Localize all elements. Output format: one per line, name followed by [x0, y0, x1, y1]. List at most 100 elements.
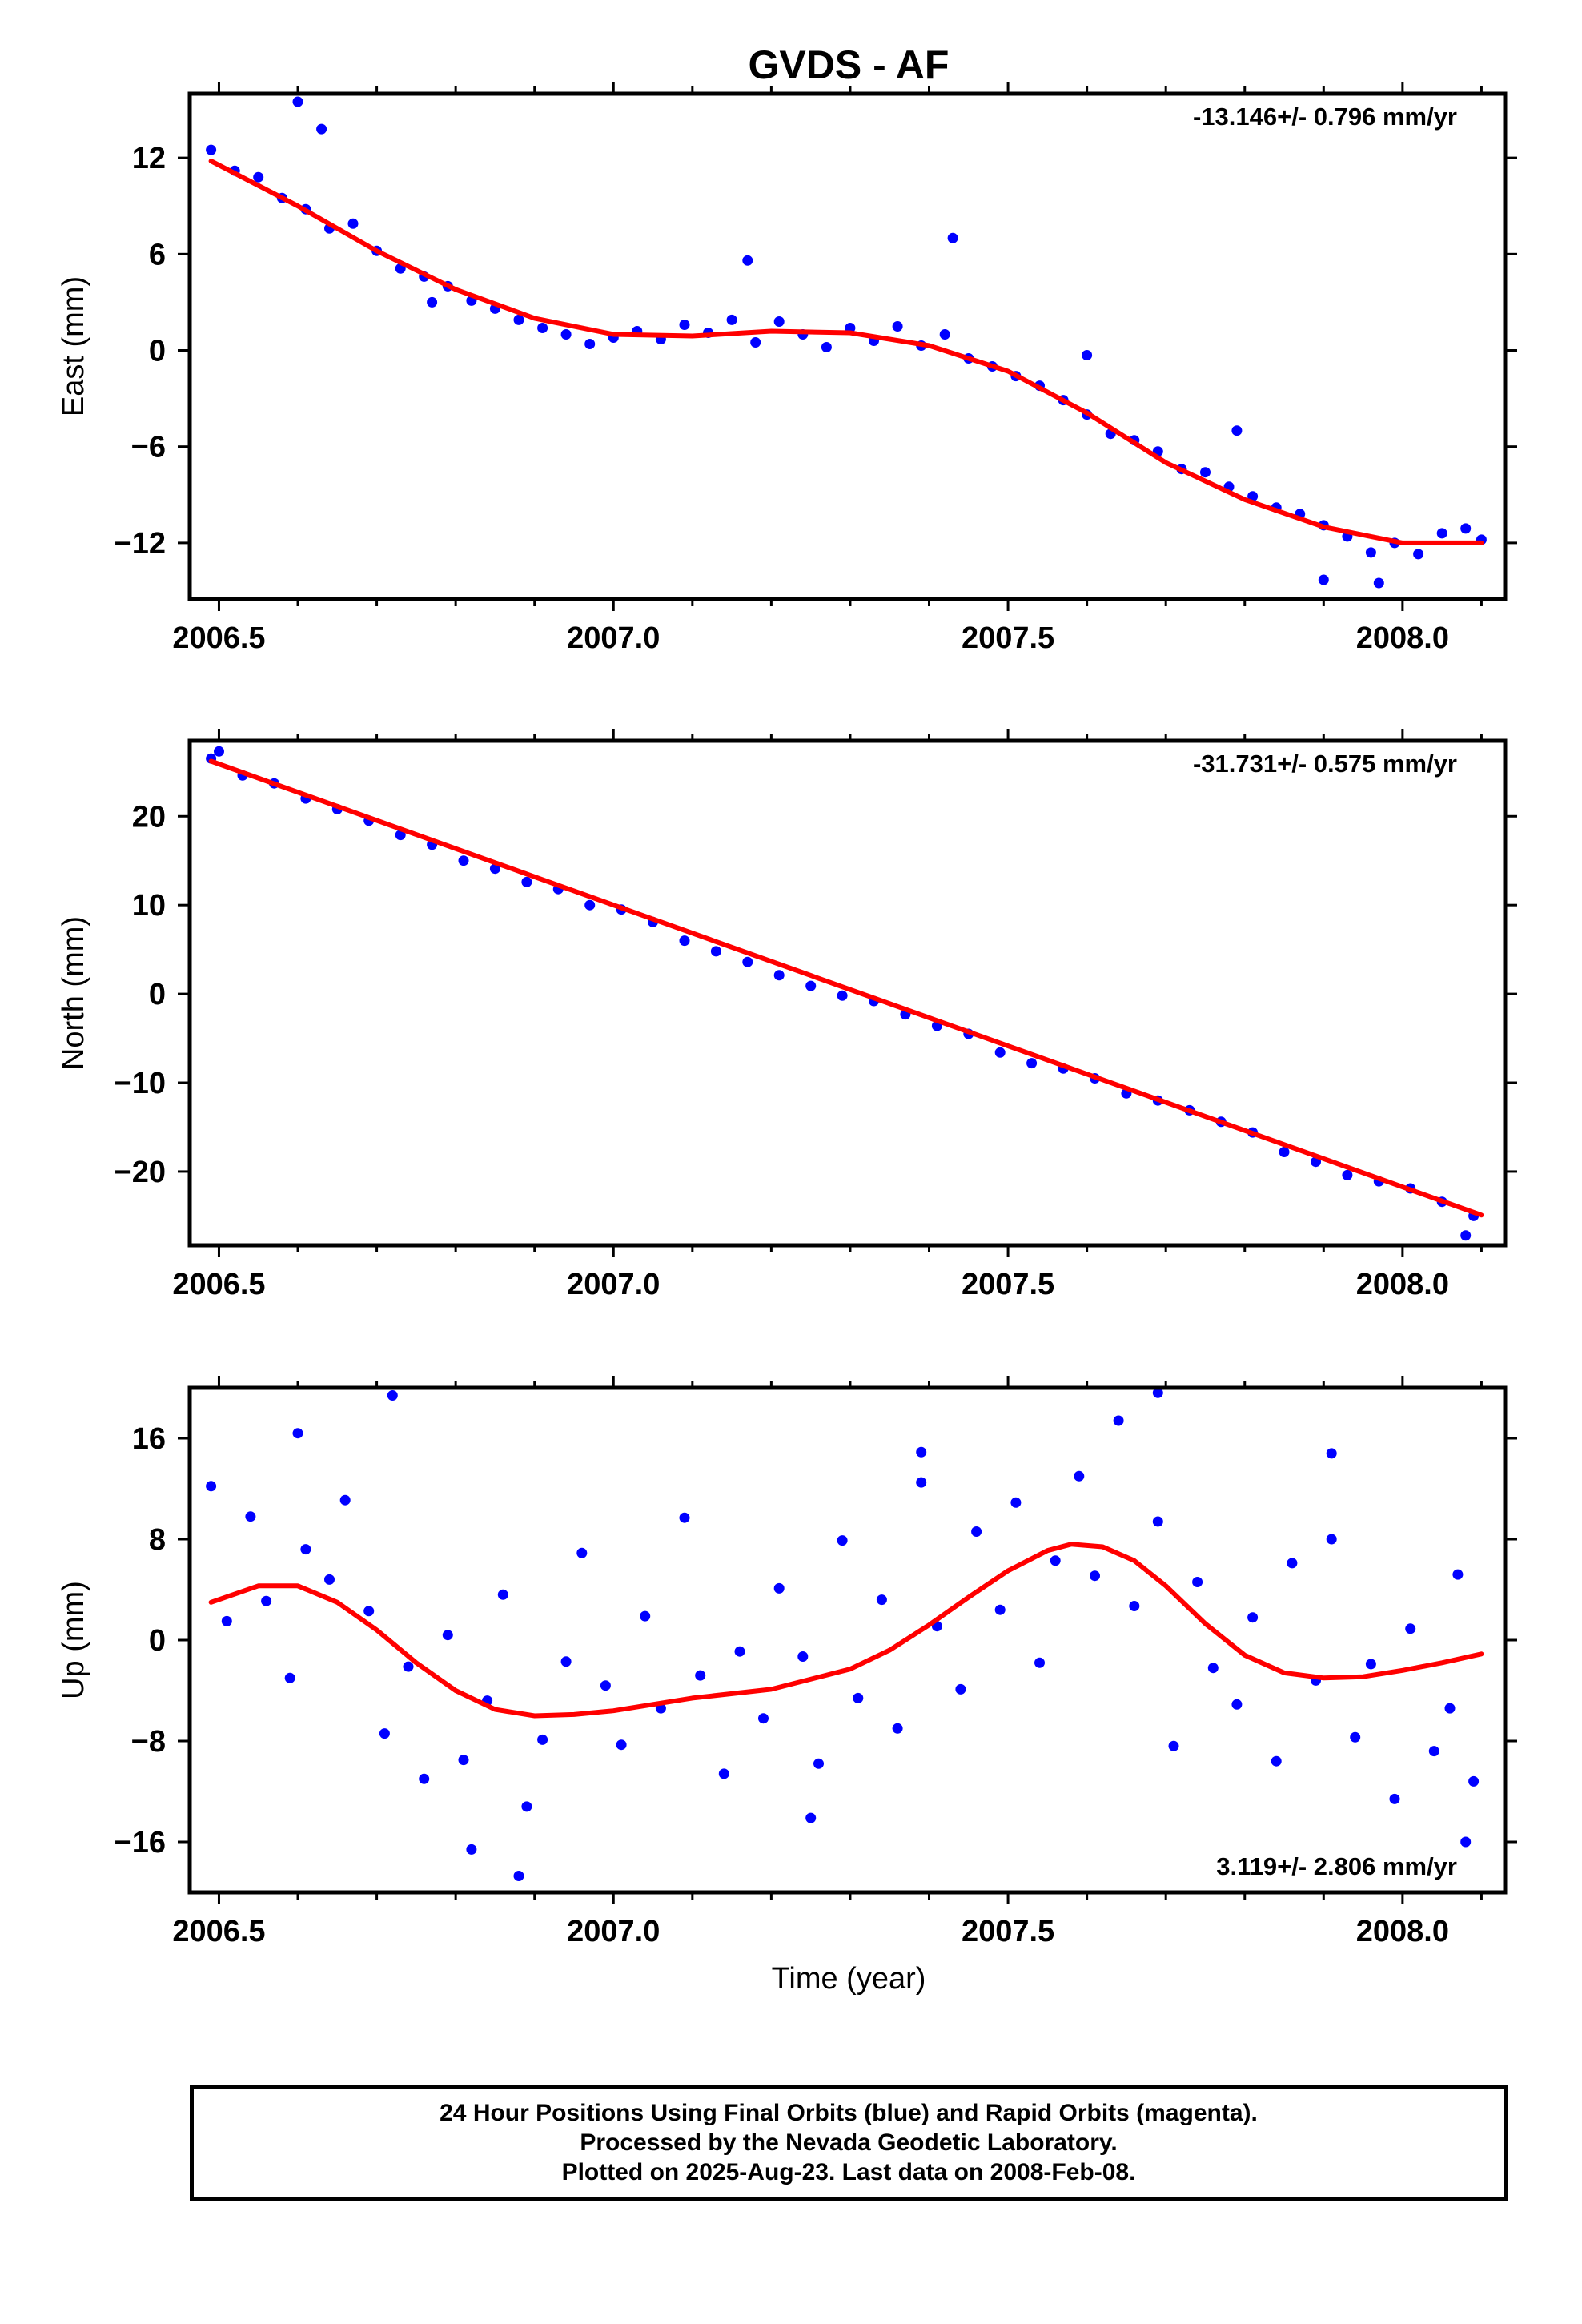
up-data-point: [387, 1390, 398, 1401]
up-data-point: [1444, 1703, 1456, 1714]
up-x-tick-label: 2007.5: [962, 1915, 1054, 1948]
up-data-point: [1010, 1497, 1022, 1508]
east-fit-line: [208, 159, 1484, 545]
east-data-point: [584, 339, 596, 349]
east-data-point: [513, 314, 524, 325]
east-data-point: [1436, 528, 1447, 539]
up-data-point: [994, 1604, 1006, 1615]
up-data-point: [221, 1615, 232, 1626]
east-y-tick-label: 6: [149, 238, 166, 271]
up-data-point: [1460, 1836, 1472, 1848]
north-data-point: [837, 990, 848, 1001]
up-data-point: [1152, 1516, 1163, 1527]
up-data-point: [1326, 1534, 1337, 1545]
up-y-tick-label: 8: [149, 1523, 166, 1557]
up-data-point: [284, 1672, 295, 1683]
north-data-point: [458, 855, 469, 866]
up-data-point: [576, 1547, 588, 1558]
up-data-point: [1050, 1555, 1061, 1566]
up-data-point: [734, 1646, 745, 1657]
up-data-point: [458, 1755, 469, 1766]
up-data-point: [837, 1535, 848, 1546]
up-data-point: [773, 1582, 785, 1594]
up-y-tick-label: 0: [149, 1624, 166, 1658]
footer-box: 24 Hour Positions Using Final Orbits (bl…: [190, 2085, 1508, 2201]
up-data-point: [1287, 1558, 1298, 1569]
footer-line-1: 24 Hour Positions Using Final Orbits (bl…: [440, 2100, 1258, 2126]
east-data-point: [821, 342, 832, 352]
up-data-point: [324, 1574, 335, 1585]
east-data-point: [347, 218, 359, 229]
east-x-tick-label: 2006.5: [172, 621, 265, 655]
up-data-point: [1428, 1746, 1439, 1757]
up-data-point: [1090, 1570, 1100, 1582]
up-data-point: [1405, 1623, 1416, 1634]
north-data-point: [679, 935, 690, 947]
east-data-point: [742, 255, 753, 266]
footer-line-3: Plotted on 2025-Aug-23. Last data on 200…: [561, 2159, 1136, 2185]
up-data-point: [695, 1670, 706, 1681]
up-y-axis-label: Up (mm): [57, 1581, 90, 1699]
north-data-point: [805, 980, 817, 991]
up-data: [206, 1388, 1484, 1881]
east-data-point: [316, 123, 327, 135]
east-data-point: [1460, 523, 1472, 534]
up-data-point: [339, 1494, 351, 1506]
up-data-point: [1034, 1657, 1045, 1668]
east-y-tick-label: 0: [149, 335, 166, 368]
north-data-point: [1279, 1147, 1290, 1157]
north-y-tick-label: −20: [114, 1156, 166, 1189]
up-data-point: [300, 1544, 311, 1555]
north-rate-label: -31.731+/- 0.575 mm/yr: [1193, 750, 1457, 778]
east-y-tick-label: 12: [132, 142, 166, 175]
east-plot-frame: [187, 91, 1508, 601]
up-data-point: [1271, 1755, 1282, 1767]
up-data-point: [616, 1739, 627, 1751]
up-data-point: [1468, 1775, 1480, 1787]
up-y-tick-label: 16: [132, 1422, 166, 1456]
up-data-point: [521, 1801, 532, 1812]
east-data-point: [1365, 547, 1376, 558]
up-data-point: [292, 1428, 303, 1439]
up-data-point: [261, 1595, 272, 1606]
up-data-point: [245, 1511, 256, 1522]
up-data-point: [1074, 1470, 1085, 1482]
up-data-point: [1168, 1740, 1179, 1751]
east-y-tick-label: −6: [131, 431, 166, 464]
east-data-point: [1200, 467, 1211, 478]
east-data-point: [726, 314, 737, 325]
up-fit-line: [208, 1542, 1484, 1719]
north-data-point: [584, 899, 596, 911]
east-rate-label: -13.146+/- 0.796 mm/yr: [1193, 103, 1457, 131]
up-x-tick-label: 2006.5: [172, 1915, 265, 1948]
east-data-point: [679, 320, 690, 330]
east-x-tick-label: 2008.0: [1356, 621, 1449, 655]
east-data-point: [773, 316, 785, 327]
east-data-point: [1318, 574, 1329, 585]
up-y-tick-label: −8: [131, 1725, 166, 1759]
north-data-point: [1026, 1058, 1038, 1069]
east-data-point: [939, 329, 950, 340]
up-data-point: [1389, 1793, 1400, 1804]
up-data-point: [1192, 1577, 1203, 1587]
up-data-point: [1247, 1612, 1259, 1623]
north-data-point: [1460, 1230, 1472, 1241]
up-data-point: [640, 1610, 651, 1622]
up-data-point: [797, 1651, 809, 1662]
north-x-tick-label: 2008.0: [1356, 1268, 1449, 1301]
up-panel: 2006.5 2007.0 2007.5 2008.0 −16 −8 0 8 16 Up (mm)…: [57, 1376, 1517, 1948]
figure-title: GVDS - AF: [749, 42, 950, 87]
north-x-tick-label: 2007.5: [962, 1268, 1054, 1301]
east-data-point: [537, 323, 548, 333]
up-data-point: [1129, 1601, 1140, 1611]
up-data-point: [403, 1661, 414, 1672]
north-panel: 2006.5 2007.0 2007.5 2008.0 −20 −10 0 10 20 North…: [57, 729, 1517, 1301]
north-y-tick-label: 10: [132, 889, 166, 923]
up-data-point: [916, 1446, 927, 1458]
east-x-tick-label: 2007.5: [962, 621, 1054, 655]
east-x-tick-label: 2007.0: [567, 621, 660, 655]
up-x-tick-label: 2008.0: [1356, 1915, 1449, 1948]
up-data-point: [955, 1683, 966, 1695]
east-data-point: [1231, 425, 1243, 436]
